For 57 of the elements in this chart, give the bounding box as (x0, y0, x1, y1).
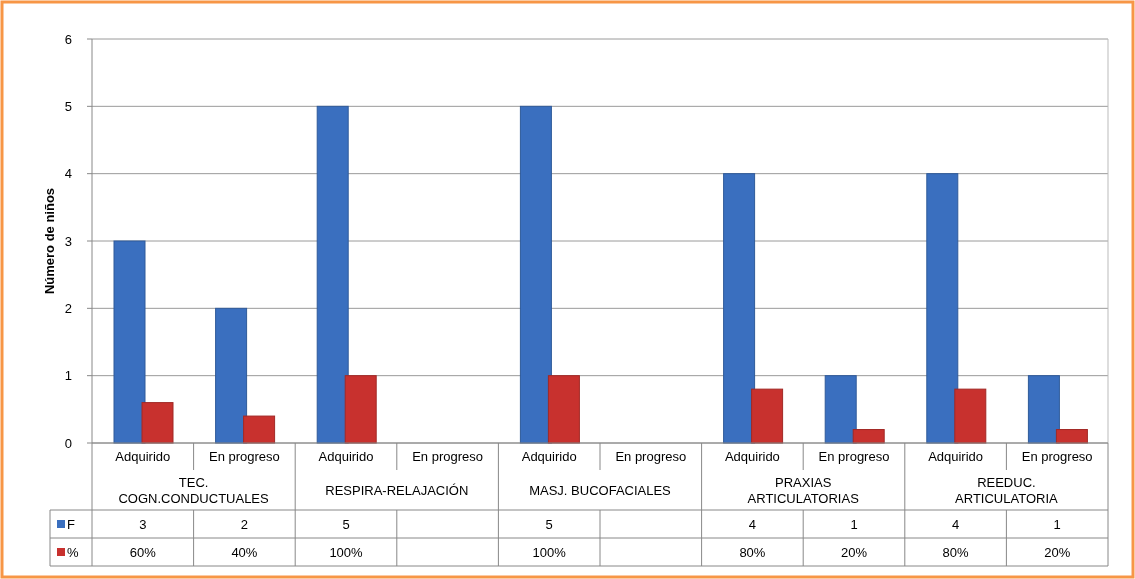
x-tick-label: Adquirido (928, 449, 984, 465)
data-label: 60% (129, 544, 157, 560)
data-label: 5 (342, 516, 350, 532)
data-label: 3 (139, 516, 147, 532)
bar (243, 415, 276, 444)
bar (547, 375, 580, 444)
x-tick-label: Adquirido (521, 449, 577, 465)
y-axis-title: Número de niños (42, 187, 57, 295)
text: MASJ. BUCOFACIALES (529, 482, 672, 498)
x-tick-label: En progreso (615, 449, 687, 465)
data-label: 1 (1053, 516, 1061, 532)
bar (519, 105, 552, 444)
legend-label: % (67, 544, 79, 560)
legend-label: F (67, 516, 75, 532)
y-tick-label: 2 (64, 300, 72, 316)
bar (316, 105, 349, 444)
data-label: 80% (739, 544, 766, 560)
x-tick-label: Adquirido (318, 449, 374, 465)
bar (113, 240, 146, 444)
x-tick-label: En progreso (818, 449, 890, 465)
data-label: 20% (1044, 544, 1071, 560)
text: PRAXIAS ARTICULATORIAS (747, 474, 860, 506)
data-label: 40% (231, 544, 258, 560)
y-tick-label: 5 (64, 98, 72, 114)
data-label: 100% (532, 544, 567, 560)
bar (852, 429, 885, 444)
y-tick-label: 1 (64, 368, 72, 384)
bar (751, 388, 784, 444)
bar (954, 388, 987, 444)
bar (344, 375, 377, 444)
bar (824, 375, 857, 444)
bar (1055, 429, 1088, 444)
bar (723, 173, 756, 444)
data-label: 4 (951, 516, 960, 532)
y-tick-label: 6 (64, 31, 72, 47)
y-tick-label: 4 (64, 166, 72, 182)
data-label: 2 (240, 516, 249, 532)
x-tick-label: Adquirido (724, 449, 780, 465)
data-label: 5 (545, 516, 553, 532)
bar (215, 307, 248, 444)
data-label: 1 (850, 516, 858, 532)
data-label: 20% (840, 544, 868, 560)
data-label: 80% (942, 544, 970, 560)
bar (926, 173, 959, 444)
text: TEC. COGN.CONDUCTUALES (118, 474, 270, 506)
y-tick-label: 0 (64, 435, 72, 451)
x-tick-label: En progreso (208, 449, 280, 465)
text: RESPIRA-RELAJACIÓN (325, 482, 469, 498)
x-tick-label: En progreso (412, 449, 484, 465)
x-tick-label: Adquirido (115, 449, 171, 465)
bar (1027, 375, 1060, 444)
data-label: 100% (329, 544, 364, 560)
data-label: 4 (748, 516, 757, 532)
x-tick-label: En progreso (1021, 449, 1093, 465)
bar (141, 402, 174, 444)
text: REEDUC. ARTICULATORIA (955, 474, 1059, 506)
y-tick-label: 3 (64, 233, 72, 249)
